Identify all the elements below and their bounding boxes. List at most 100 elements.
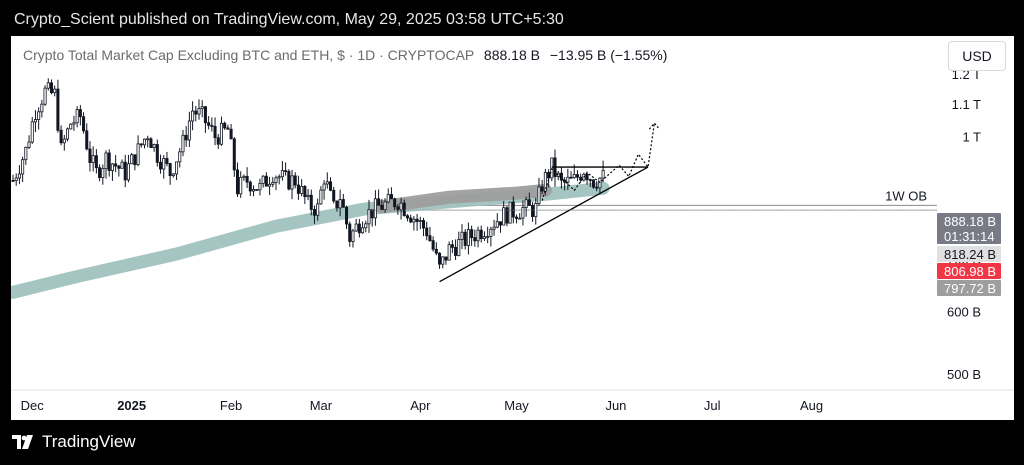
candle-body: [460, 231, 464, 240]
candle-body: [252, 189, 256, 192]
candle-body: [255, 189, 259, 191]
x-axis: Dec 2025 Feb Mar Apr May Jun Jul Aug: [21, 398, 823, 413]
x-tick-label: Aug: [800, 398, 823, 413]
ascending-trendline: [439, 166, 649, 283]
candle-body: [24, 146, 28, 161]
projection-path: [541, 123, 655, 201]
candle-body: [588, 179, 592, 182]
candle-body: [450, 244, 454, 248]
candle-body: [405, 215, 410, 219]
candle-body: [277, 176, 281, 179]
candle-body: [328, 181, 333, 191]
candle-body: [498, 221, 503, 226]
candle-body: [242, 175, 246, 178]
candle-body: [386, 194, 390, 203]
candle-body: [133, 154, 137, 166]
candle-body: [17, 173, 21, 179]
candle-body: [421, 220, 426, 229]
candle-body: [492, 226, 496, 230]
candle-body: [370, 209, 374, 219]
candle-body: [489, 228, 493, 237]
candle-body: [120, 161, 124, 169]
candle-body: [438, 252, 442, 265]
candle-body: [418, 220, 422, 222]
currency-button[interactable]: USD: [948, 41, 1006, 71]
x-tick-label: Mar: [310, 398, 333, 413]
symbol-title: Crypto Total Market Cap Excluding BTC an…: [23, 47, 475, 63]
candle-body: [216, 137, 220, 145]
candle-body: [107, 152, 111, 171]
candle-body: [309, 194, 313, 210]
candle-body: [550, 157, 554, 179]
candle-body: [351, 230, 355, 242]
moving-average-layer: [11, 181, 610, 299]
candle-body: [200, 106, 204, 110]
candle-body: [75, 109, 79, 124]
candle-body: [495, 221, 499, 228]
candle-body: [457, 239, 461, 256]
candle-body: [409, 217, 413, 223]
candle-body: [591, 179, 596, 188]
candle-body: [229, 128, 233, 140]
publish-info: Crypto_Scient published on TradingView.c…: [14, 11, 564, 28]
candle-body: [219, 122, 223, 145]
symbol-legend: Crypto Total Market Cap Excluding BTC an…: [23, 47, 667, 63]
candle-body: [476, 229, 480, 242]
candle-body: [572, 174, 576, 178]
candle-body: [152, 144, 156, 148]
candle-body: [579, 176, 583, 181]
candle-body: [428, 235, 432, 242]
candle-body: [40, 103, 44, 113]
candle-body: [389, 194, 393, 200]
candle-body: [184, 134, 188, 141]
candle-body: [402, 202, 406, 217]
candle-body: [537, 186, 541, 204]
candle-body: [21, 159, 25, 175]
candle-body: [155, 144, 159, 163]
candle-body: [296, 184, 300, 194]
projection-arrowhead: [648, 122, 660, 130]
candle-body: [162, 158, 166, 170]
candle-body: [91, 155, 95, 163]
candle-body: [393, 198, 397, 208]
candle-body: [258, 182, 262, 191]
candle-body: [431, 240, 435, 250]
candle-body: [575, 174, 579, 178]
candle-body: [175, 161, 179, 175]
candle-body: [187, 120, 191, 141]
price-tag-label: 806.98 B: [944, 264, 996, 279]
x-tick-label: Jul: [704, 398, 721, 413]
candle-body: [348, 223, 352, 242]
candle-body: [239, 176, 243, 195]
candle-body: [117, 165, 121, 169]
candle-body: [207, 122, 211, 126]
zone-label: 1W OB: [885, 188, 927, 203]
candle-body: [139, 143, 143, 146]
candle-body: [235, 169, 240, 195]
candle-body: [130, 154, 134, 165]
candle-body: [415, 218, 419, 222]
candle-body: [319, 189, 323, 205]
candle-body: [412, 218, 416, 223]
candle-body: [30, 121, 34, 143]
candle-body: [43, 87, 47, 105]
candle-body: [354, 223, 358, 232]
price-tag-label: 797.72 B: [944, 281, 996, 296]
candle-body: [261, 175, 265, 184]
price-change: −13.95 B (−1.55%): [549, 47, 668, 63]
candle-body: [104, 152, 108, 170]
candle-body: [325, 181, 329, 185]
candle-body: [171, 173, 175, 177]
candle-body: [82, 116, 86, 132]
candle-body: [226, 127, 230, 130]
candle-body: [380, 204, 384, 211]
candle-body: [114, 163, 118, 167]
candle-body: [383, 201, 387, 211]
candle-body: [126, 163, 130, 181]
candle-body: [425, 227, 429, 237]
candle-body: [88, 148, 92, 163]
candle-body: [306, 194, 310, 198]
candle-body: [159, 161, 163, 170]
